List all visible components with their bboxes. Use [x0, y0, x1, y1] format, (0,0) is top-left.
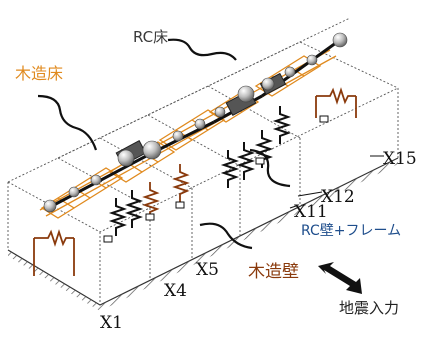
wood-wall-springs	[33, 87, 357, 276]
rc-wall-springs	[108, 106, 292, 236]
leader-lines	[37, 38, 291, 250]
grid-leaders	[289, 155, 384, 209]
wood-wall-label: 木造壁	[248, 262, 299, 282]
building-frame	[7, 17, 399, 305]
nodes	[43, 32, 348, 213]
grid-label-x4: X4	[164, 281, 187, 301]
seismic-input-arrow	[318, 262, 362, 294]
grid-label-x11: X11	[294, 202, 328, 222]
supports	[103, 115, 329, 243]
grid-label-x5: X5	[196, 260, 219, 280]
rc-wall-frame-label: RC壁+フレーム	[301, 223, 402, 239]
wood-floor-label: 木造床	[15, 64, 64, 83]
seismic-input-label: 地震入力	[339, 299, 400, 317]
rc-floor-label: RC床	[133, 28, 169, 46]
grid-label-x15: X15	[383, 149, 417, 169]
grid-label-x1: X1	[100, 313, 123, 333]
grid-label-x12: X12	[321, 187, 355, 207]
